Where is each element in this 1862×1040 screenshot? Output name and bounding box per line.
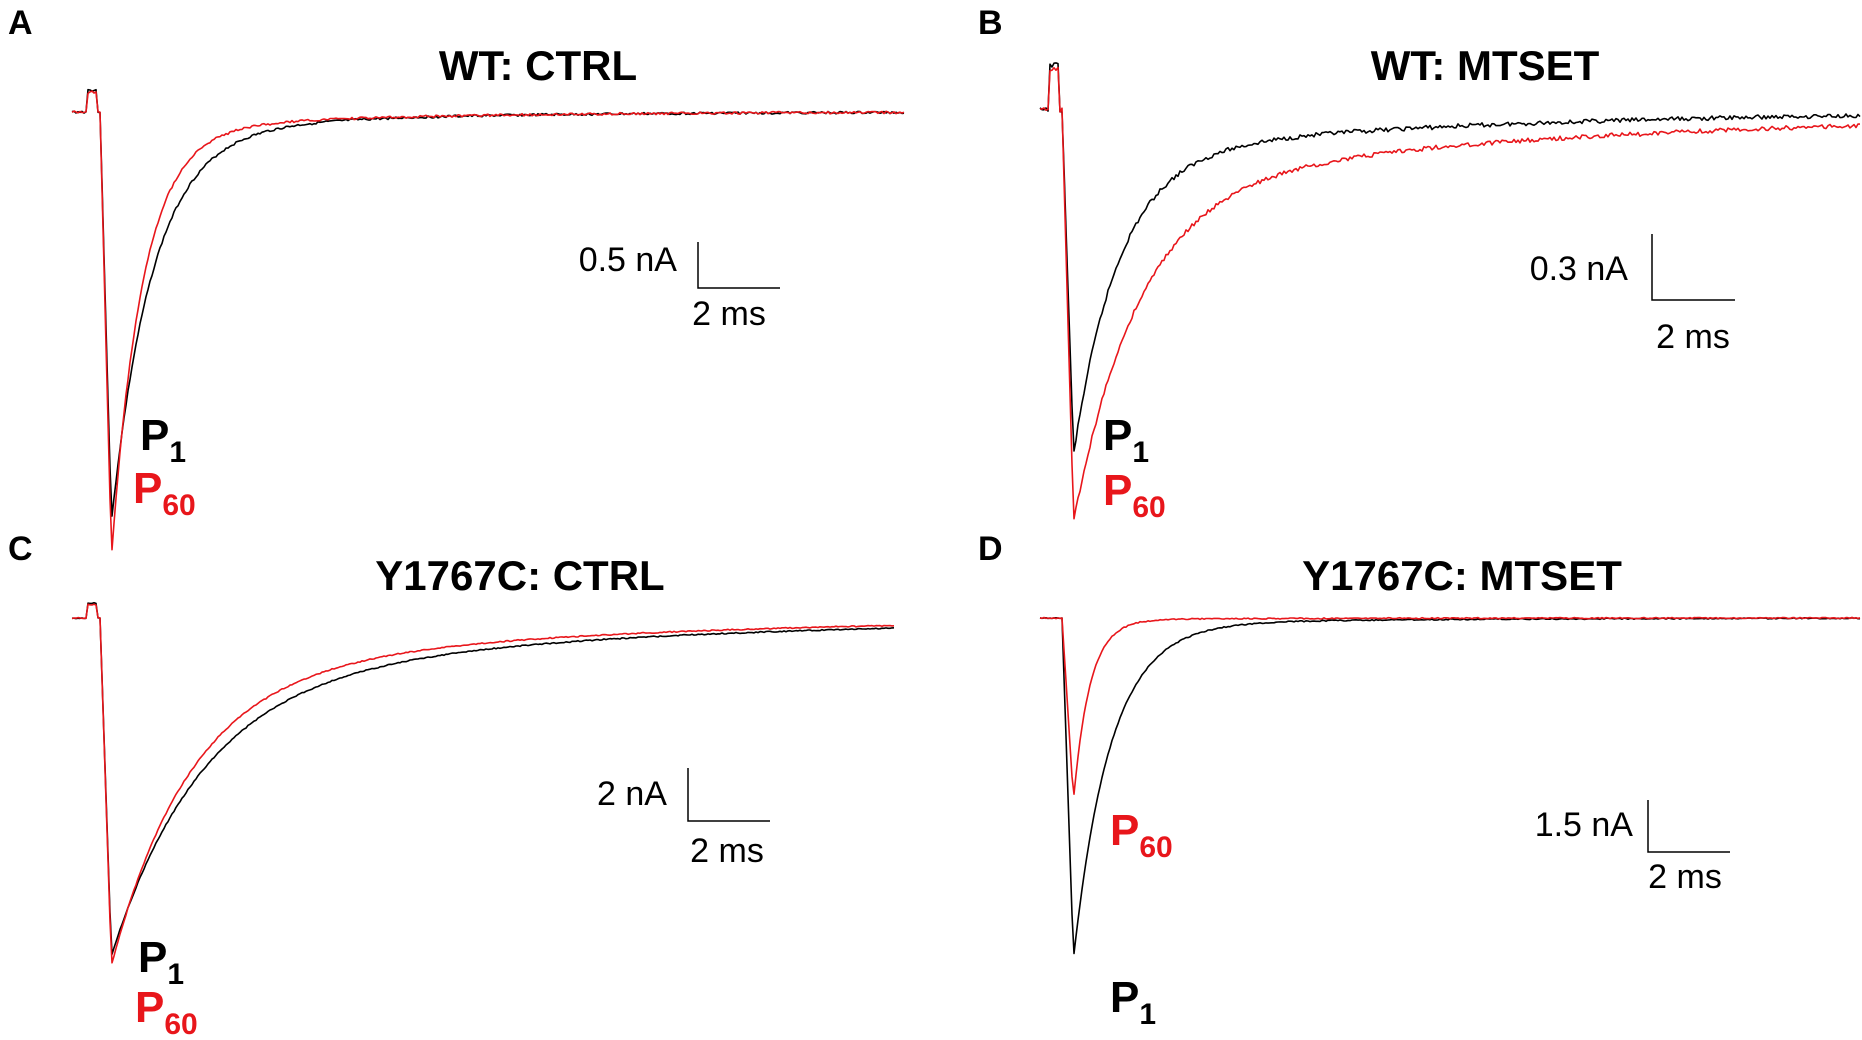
trace-p1 <box>71 88 905 517</box>
scale-bar-y-label: 1.5 nA <box>1535 806 1634 844</box>
panel-title: WT: CTRL <box>439 42 637 89</box>
scale-bar <box>687 768 770 822</box>
trace-p1 <box>1039 62 1861 452</box>
panel-a: A WT: CTRL 0.5 nA 2 ms P1 P60 <box>8 4 905 551</box>
scale-bar-x-label: 2 ms <box>690 832 764 870</box>
trace-p1 <box>72 601 895 956</box>
scale-bar-y-label: 0.3 nA <box>1530 250 1629 288</box>
panel-letter: B <box>978 4 1003 42</box>
trace-p60 <box>1040 616 1861 796</box>
label-p60: P60 <box>135 983 198 1040</box>
label-p60: P60 <box>1110 806 1173 864</box>
scale-bar <box>1647 800 1730 853</box>
trace-p1 <box>1039 616 1860 955</box>
panel-letter: C <box>8 530 33 568</box>
scale-bar <box>1651 234 1735 301</box>
label-p60: P60 <box>1103 466 1166 524</box>
scale-bar <box>697 242 780 289</box>
panel-title: Y1767C: CTRL <box>375 552 664 599</box>
panel-title: Y1767C: MTSET <box>1302 552 1622 599</box>
scale-bar-y-label: 0.5 nA <box>579 241 678 279</box>
label-p1: P1 <box>1103 411 1149 469</box>
scale-bar-x-label: 2 ms <box>1648 858 1722 896</box>
label-p60: P60 <box>133 464 196 522</box>
trace-p60 <box>71 90 905 551</box>
panel-b: B WT: MTSET 0.3 nA 2 ms P1 P60 <box>978 4 1861 524</box>
scale-bar-y-label: 2 nA <box>597 775 667 813</box>
trace-p60 <box>1039 66 1861 520</box>
label-p1: P1 <box>140 411 186 469</box>
panel-title: WT: MTSET <box>1371 42 1600 89</box>
panel-d: D Y1767C: MTSET 1.5 nA 2 ms P60 P1 <box>978 530 1861 1031</box>
scale-bar-x-label: 2 ms <box>1656 318 1730 356</box>
label-p1: P1 <box>1110 973 1156 1031</box>
scale-bar-x-label: 2 ms <box>692 295 766 333</box>
trace-p60 <box>71 603 895 964</box>
panel-letter: A <box>8 4 33 42</box>
panel-c: C Y1767C: CTRL 2 nA 2 ms P1 P60 <box>8 530 895 1040</box>
panel-letter: D <box>978 530 1003 568</box>
label-p1: P1 <box>138 933 184 991</box>
